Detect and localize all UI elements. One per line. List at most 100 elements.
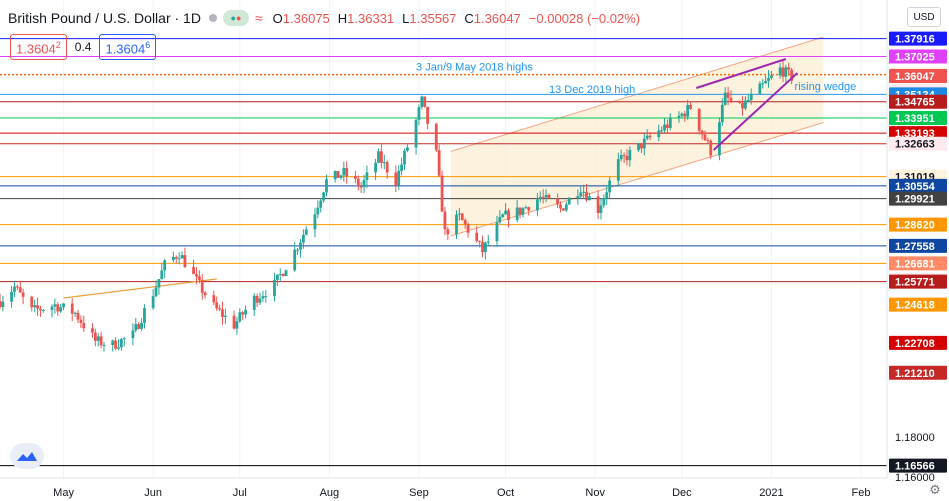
candle-body bbox=[562, 208, 565, 211]
candle-body bbox=[700, 130, 704, 135]
candle-body bbox=[579, 192, 583, 197]
candle-body bbox=[59, 307, 63, 312]
ohlc-open: O1.36075 bbox=[272, 10, 330, 26]
candle-body bbox=[403, 150, 406, 165]
wedge-lower-line bbox=[712, 72, 799, 151]
price-label-box bbox=[889, 31, 947, 46]
candle-body bbox=[686, 105, 690, 117]
price-label-box bbox=[889, 238, 947, 253]
price-label-1.22708: 1.22708 bbox=[895, 338, 935, 350]
candle-body bbox=[278, 274, 282, 276]
candle-body bbox=[374, 162, 378, 173]
eye-toggle-icon[interactable]: ● ● bbox=[222, 10, 249, 26]
wave-icon[interactable]: ≈ bbox=[254, 10, 263, 26]
candle-body bbox=[275, 274, 279, 281]
price-label-1.37916: 1.37916 bbox=[895, 34, 935, 46]
candle-body bbox=[585, 191, 588, 201]
price-label-box bbox=[889, 136, 947, 151]
candle-body bbox=[605, 192, 609, 199]
candle-body bbox=[744, 100, 747, 109]
candle-body bbox=[325, 179, 328, 193]
sell-button[interactable]: 1.36042 bbox=[10, 34, 67, 61]
candle-body bbox=[729, 97, 733, 101]
symbol-title[interactable]: British Pound / U.S. Dollar · 1D bbox=[8, 10, 201, 26]
candle-body bbox=[36, 305, 39, 309]
candle-body bbox=[296, 249, 299, 251]
annotation-label: rising wedge bbox=[795, 81, 857, 93]
candle-body bbox=[134, 324, 138, 331]
candle-body bbox=[767, 77, 770, 81]
time-tick-label: Feb bbox=[852, 487, 871, 499]
time-tick-label: Jul bbox=[233, 487, 247, 499]
candle-body bbox=[241, 312, 245, 315]
currency-button[interactable]: USD bbox=[907, 7, 941, 27]
candle-body bbox=[596, 196, 600, 213]
time-tick-label: Sep bbox=[409, 487, 429, 499]
candle-body bbox=[657, 130, 661, 138]
candle-body bbox=[703, 134, 707, 141]
candle-body bbox=[255, 295, 259, 303]
candle-body bbox=[660, 130, 664, 132]
market-status-icon bbox=[208, 14, 217, 22]
price-label-box bbox=[889, 458, 947, 473]
candle-body bbox=[538, 196, 542, 200]
candle-body bbox=[787, 67, 791, 70]
price-label-1.16566: 1.16566 bbox=[895, 461, 935, 473]
candle-body bbox=[764, 80, 768, 84]
candle-body bbox=[143, 308, 146, 323]
candle-body bbox=[683, 113, 687, 117]
candle-body bbox=[345, 167, 349, 177]
candle-body bbox=[628, 150, 632, 161]
candle-body bbox=[13, 286, 16, 292]
candle-body bbox=[281, 274, 285, 276]
price-label-1.30554: 1.30554 bbox=[895, 181, 936, 193]
candle-body bbox=[160, 270, 164, 280]
price-tick-label: 1.16000 bbox=[895, 472, 935, 484]
candle-body bbox=[709, 140, 713, 156]
candle-body bbox=[223, 315, 227, 317]
candle-body bbox=[102, 345, 106, 347]
ohlc-high: H1.36331 bbox=[337, 10, 395, 26]
candle-body bbox=[30, 296, 34, 308]
channel-lower-line bbox=[450, 122, 824, 237]
settings-gear-icon[interactable]: ⚙ bbox=[929, 482, 941, 497]
candle-body bbox=[495, 222, 499, 242]
candle-body bbox=[379, 151, 383, 163]
candle-body bbox=[645, 135, 649, 139]
candle-body bbox=[504, 210, 508, 215]
tradingview-logo-icon[interactable] bbox=[10, 443, 44, 469]
candle-body bbox=[333, 171, 337, 180]
candle-body bbox=[117, 347, 120, 349]
candle-body bbox=[215, 302, 219, 309]
candle-body bbox=[423, 96, 427, 107]
trade-row: 1.36042 0.4 1.36046 bbox=[10, 34, 157, 61]
candle-body bbox=[460, 213, 464, 221]
candle-body bbox=[446, 229, 450, 235]
candle-body bbox=[50, 306, 54, 311]
candle-body bbox=[677, 115, 681, 118]
candle-body bbox=[140, 322, 143, 329]
candle-body bbox=[507, 210, 510, 221]
candle-body bbox=[119, 339, 123, 348]
candle-body bbox=[602, 198, 606, 206]
candle-body bbox=[663, 124, 666, 131]
candle-body bbox=[556, 198, 560, 205]
candle-body bbox=[420, 96, 424, 108]
candle-body bbox=[252, 295, 256, 310]
candle-body bbox=[244, 309, 247, 315]
candle-body bbox=[316, 207, 320, 215]
price-label-box bbox=[889, 365, 947, 380]
candle-body bbox=[706, 140, 710, 142]
price-label-box bbox=[889, 94, 947, 109]
candle-body bbox=[781, 67, 785, 77]
candle-body bbox=[544, 194, 548, 198]
candle-body bbox=[718, 122, 721, 156]
candle-body bbox=[200, 279, 204, 293]
candle-body bbox=[770, 75, 773, 78]
buy-button[interactable]: 1.36046 bbox=[99, 34, 157, 61]
candle-body bbox=[599, 205, 603, 213]
price-label-1.28620: 1.28620 bbox=[895, 220, 935, 232]
candle-body bbox=[559, 204, 562, 209]
candle-body bbox=[76, 312, 80, 320]
